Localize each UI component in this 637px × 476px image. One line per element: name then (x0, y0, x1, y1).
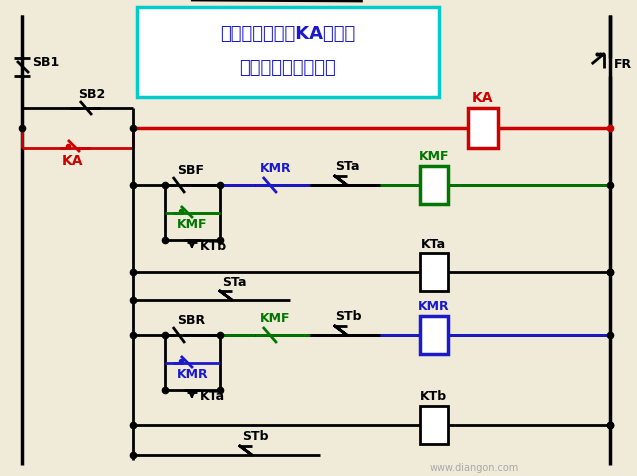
Text: KA: KA (472, 91, 494, 105)
Text: KTb: KTb (200, 240, 227, 254)
Text: KMR: KMR (177, 368, 208, 381)
Text: FR: FR (613, 58, 632, 70)
Bar (420, 166, 448, 204)
Text: SB2: SB2 (78, 89, 105, 101)
Text: KTa: KTa (421, 238, 447, 250)
Text: KMR: KMR (418, 299, 450, 313)
Text: KMR: KMR (260, 161, 292, 175)
Text: KMF: KMF (177, 218, 208, 231)
Text: STb: STb (335, 310, 361, 324)
Bar (420, 253, 448, 291)
Text: STa: STa (222, 276, 247, 288)
Bar (420, 406, 448, 444)
Text: 加中间继电器（KA）实现: 加中间继电器（KA）实现 (220, 25, 355, 43)
FancyBboxPatch shape (137, 7, 439, 97)
Text: SBF: SBF (177, 165, 204, 178)
Text: www.diangon.com: www.diangon.com (430, 463, 519, 473)
Text: STa: STa (335, 160, 359, 173)
Bar (468, 108, 497, 148)
Bar (420, 316, 448, 354)
Text: SB1: SB1 (32, 56, 59, 69)
Text: KMF: KMF (419, 149, 449, 162)
Text: STb: STb (242, 430, 268, 444)
Text: KA: KA (62, 154, 83, 168)
Text: 任意位置停车的要求: 任意位置停车的要求 (240, 59, 336, 77)
Text: KMF: KMF (260, 311, 290, 325)
Text: SBR: SBR (177, 315, 205, 327)
Text: KTb: KTb (420, 390, 447, 404)
Text: KTa: KTa (200, 390, 225, 404)
